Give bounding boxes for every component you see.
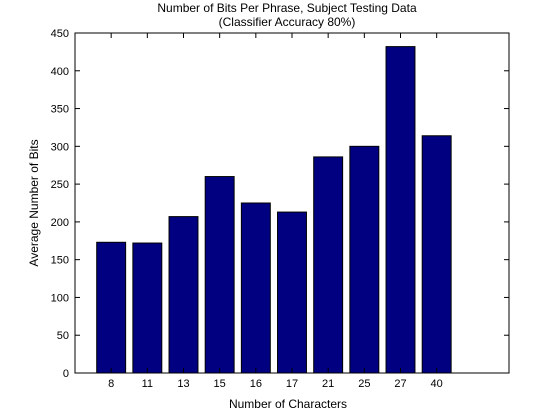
bar-11 xyxy=(132,242,163,374)
y-tick-label-450: 450 xyxy=(51,28,69,40)
chart-title-line-1: Number of Bits Per Phrase, Subject Testi… xyxy=(157,1,417,15)
x-tick-label-25: 25 xyxy=(358,378,370,390)
bar-8 xyxy=(96,241,127,374)
bars-group xyxy=(96,46,452,374)
y-tick-label-50: 50 xyxy=(57,330,69,342)
x-tick-label-16: 16 xyxy=(250,378,262,390)
x-tick-label-8: 8 xyxy=(108,378,114,390)
bar-27 xyxy=(385,46,416,374)
y-tick-label-300: 300 xyxy=(51,141,69,153)
plot-frame xyxy=(74,32,510,374)
y-tick-label-400: 400 xyxy=(51,66,69,78)
y-tick-label-150: 150 xyxy=(51,255,69,267)
bar-40 xyxy=(421,135,452,374)
x-axis-label: Number of Characters xyxy=(229,397,347,411)
x-tick-label-21: 21 xyxy=(322,378,334,390)
bar-25 xyxy=(349,145,380,374)
bar-15 xyxy=(204,176,235,374)
y-tick-label-200: 200 xyxy=(51,217,69,229)
y-tick-label-100: 100 xyxy=(51,292,69,304)
y-tick-label-350: 350 xyxy=(51,104,69,116)
chart-title-line-2: (Classifier Accuracy 80%) xyxy=(219,15,356,29)
x-tick-label-11: 11 xyxy=(142,378,153,390)
x-tick-label-13: 13 xyxy=(177,378,189,390)
y-tick-label-250: 250 xyxy=(51,179,69,191)
bar-16 xyxy=(240,202,271,374)
x-tick-label-27: 27 xyxy=(394,378,406,390)
x-tick-label-15: 15 xyxy=(214,378,226,390)
y-tick-label-0: 0 xyxy=(63,368,69,380)
bar-21 xyxy=(313,156,344,374)
x-tick-label-17: 17 xyxy=(286,378,298,390)
x-axis-ticks: 8 11 13 15 16 17 21 25 27 40 xyxy=(108,33,443,390)
x-tick-label-40: 40 xyxy=(431,378,443,390)
bar-13 xyxy=(168,216,199,374)
y-axis-label: Average Number of Bits xyxy=(27,139,41,266)
y-axis-ticks: 0 50 100 150 200 250 300 350 400 450 xyxy=(51,28,509,380)
bar-17 xyxy=(277,211,307,374)
